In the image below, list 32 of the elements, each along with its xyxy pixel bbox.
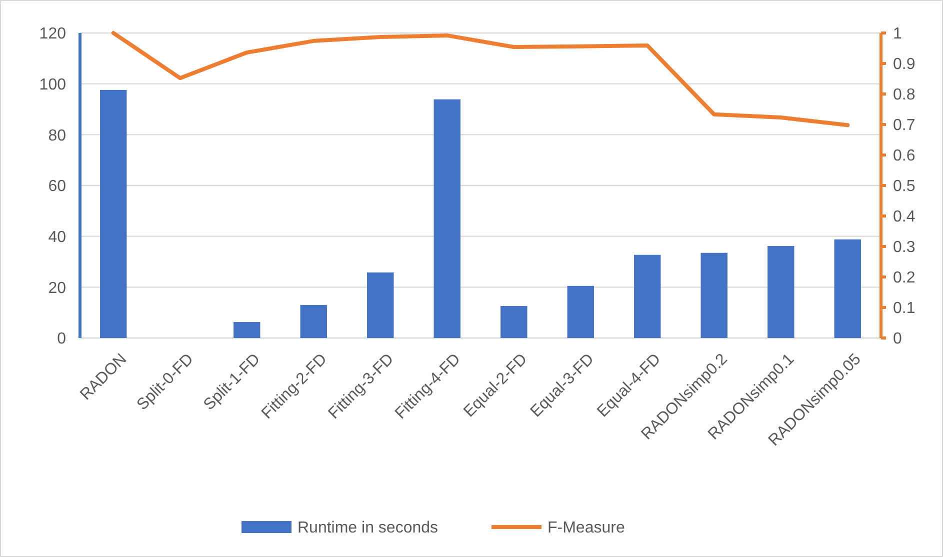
bar: [434, 99, 460, 338]
y2-tick-label: 0.1: [893, 300, 916, 318]
y-tick-label: 20: [48, 280, 66, 297]
bar: [634, 254, 661, 338]
bar: [567, 286, 594, 338]
bar: [367, 272, 394, 338]
bar: [834, 239, 861, 338]
bar: [300, 304, 327, 338]
bar: [500, 306, 528, 338]
y2-tick-label: 1: [893, 26, 902, 43]
legend-label: Runtime in seconds: [298, 520, 438, 537]
y-tick-label: 80: [48, 127, 66, 144]
y-tick-label: 40: [48, 228, 66, 246]
line-series: [111, 31, 850, 128]
y-tick-label: 0: [57, 330, 66, 348]
y2-tick-label: 0.2: [893, 270, 916, 287]
y2-tick-label: 0.5: [893, 178, 916, 196]
y-tick-label: 100: [39, 76, 66, 94]
y2-tick-label: 0.4: [893, 208, 916, 226]
y2-tick-label: 0.9: [893, 56, 916, 74]
y2-tick-label: 0.6: [893, 148, 916, 165]
bar: [234, 322, 260, 338]
legend-label: F-Measure: [548, 520, 625, 537]
bar: [700, 252, 728, 338]
bar: [768, 246, 794, 338]
y2-tick-label: 0.8: [893, 86, 916, 104]
y2-tick-label: 0.3: [893, 239, 916, 256]
y-tick-label: 120: [39, 26, 66, 43]
y-tick-label: 60: [48, 178, 66, 196]
y2-tick-label: 0: [893, 330, 902, 348]
y2-tick-label: 0.7: [893, 117, 916, 134]
bar: [100, 90, 127, 338]
